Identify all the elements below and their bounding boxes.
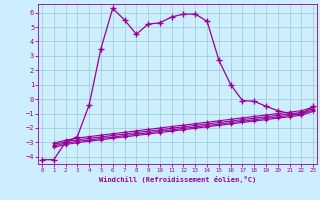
X-axis label: Windchill (Refroidissement éolien,°C): Windchill (Refroidissement éolien,°C): [99, 176, 256, 183]
